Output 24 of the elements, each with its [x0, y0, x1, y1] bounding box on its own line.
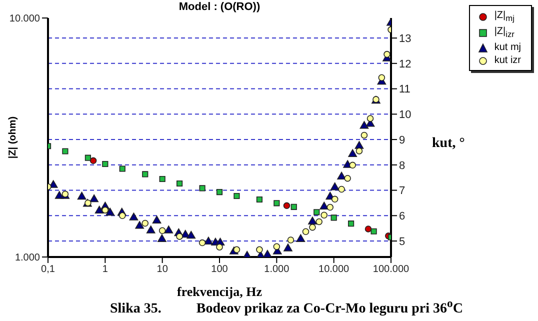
- y2-tick-label: 7: [399, 185, 406, 198]
- y2-tick-label: 5: [399, 236, 406, 248]
- legend-label: kut mj: [494, 41, 521, 54]
- y2-tick-label: 12: [399, 58, 412, 70]
- y2-axis-title: kut, °: [432, 136, 465, 152]
- x-tick-label: 100: [211, 264, 228, 276]
- x-tick-label: 1: [102, 264, 108, 276]
- legend-label: |Z|$_{izr}$: [494, 25, 514, 41]
- y2-tick-label: 13: [399, 32, 412, 45]
- y2-tick-label: 11: [399, 84, 410, 96]
- y2-tick-label: 6: [399, 210, 406, 223]
- y2-tick-label: 9: [399, 134, 406, 146]
- legend-label: |Z|$_{mj}$: [494, 9, 514, 25]
- legend-label: kut izr: [494, 54, 521, 67]
- x-tick-label: 100.000: [372, 264, 410, 276]
- x-tick-label: 10: [156, 264, 168, 276]
- y2-tick-label: 10: [399, 109, 412, 122]
- x-axis-title: frekvencija, Hz: [177, 284, 262, 299]
- x-tick-label: 0,1: [41, 264, 56, 276]
- x-tick-label: 1.000: [264, 264, 290, 276]
- y2-tick-label: 8: [399, 160, 406, 172]
- chart-title: Model : (O(RO)): [178, 1, 262, 13]
- y-axis-title: |Z| (ohm): [8, 116, 19, 159]
- x-tick-label: 10.000: [318, 264, 350, 276]
